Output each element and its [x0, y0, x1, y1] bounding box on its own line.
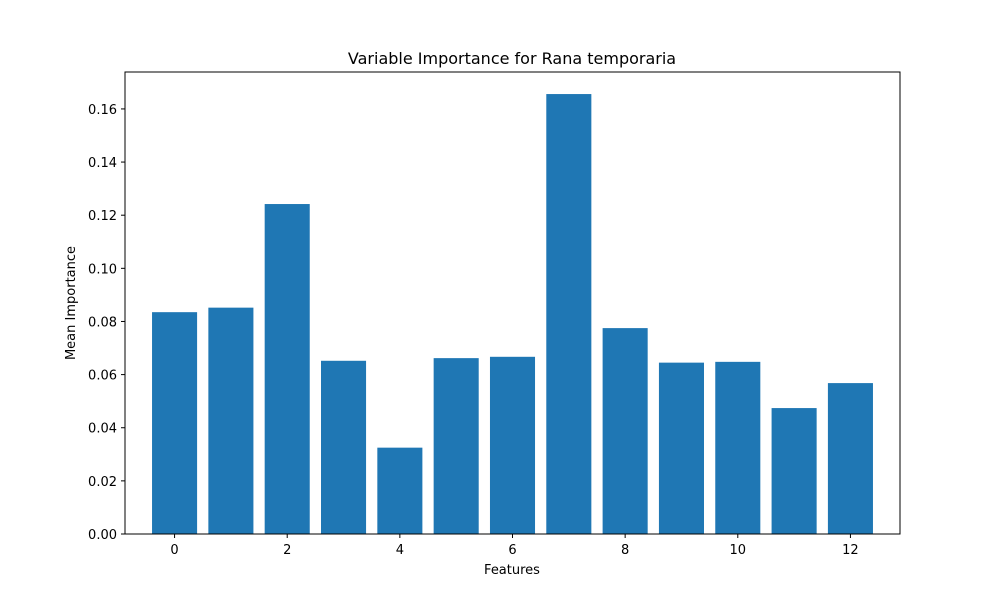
- bar-9: [658, 362, 704, 534]
- bar-4: [377, 447, 423, 534]
- bars-group: [152, 94, 873, 535]
- x-tick-label: 12: [842, 543, 859, 558]
- x-tick-label: 4: [396, 543, 404, 558]
- plot-area-frame: [124, 71, 901, 535]
- y-tick-label: 0.06: [88, 369, 117, 384]
- y-tick-label: 0.10: [88, 262, 117, 277]
- y-tick-label: 0.02: [88, 475, 117, 490]
- y-tick-label: 0.16: [88, 103, 117, 118]
- y-axis-ticks: 0.00 0.02 0.04 0.06 0.08 0.10 0.12 0.14 0.16: [88, 103, 125, 543]
- chart-title: Variable Importance for Rana temporaria: [348, 49, 676, 68]
- x-tick-label: 2: [283, 543, 291, 558]
- x-axis-ticks: 0 2 4 6 8 10 12: [170, 534, 859, 558]
- bar-8: [602, 328, 648, 534]
- y-tick-label: 0.12: [88, 209, 117, 224]
- x-axis-label: Features: [484, 563, 540, 578]
- bar-3: [321, 360, 367, 534]
- x-tick-label: 8: [621, 543, 629, 558]
- y-axis-label: Mean Importance: [64, 246, 79, 360]
- bar-0: [152, 312, 198, 534]
- x-tick-label: 0: [170, 543, 178, 558]
- bar-2: [264, 204, 310, 534]
- bar-10: [715, 361, 761, 534]
- bar-1: [208, 307, 254, 534]
- y-tick-label: 0.14: [88, 156, 117, 171]
- y-tick-label: 0.00: [88, 528, 117, 543]
- bar-6: [489, 356, 536, 534]
- y-tick-label: 0.04: [88, 422, 117, 437]
- x-tick-label: 10: [730, 543, 747, 558]
- bar-12: [827, 383, 873, 534]
- bar-7: [546, 94, 592, 535]
- bar-11: [771, 408, 817, 534]
- x-tick-label: 6: [508, 543, 516, 558]
- y-tick-label: 0.08: [88, 315, 117, 330]
- bar-5: [433, 358, 479, 534]
